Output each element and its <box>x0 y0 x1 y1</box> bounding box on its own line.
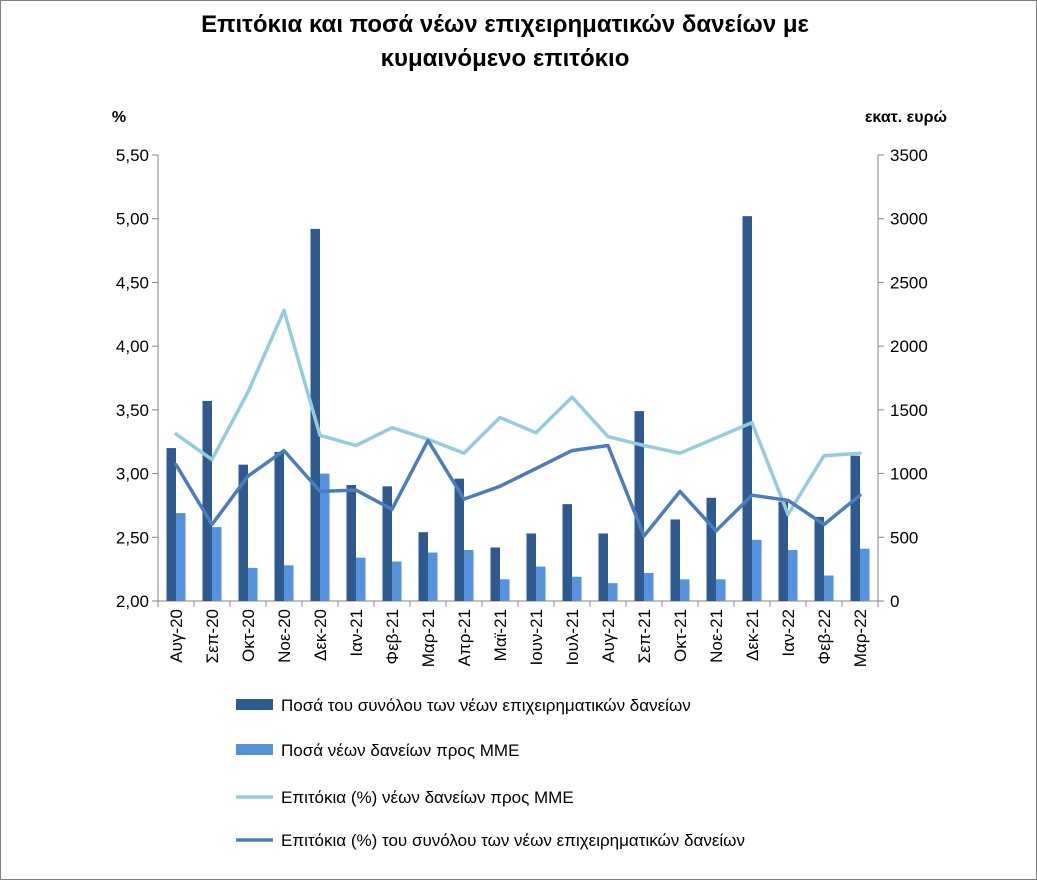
left-tick-label: 3,00 <box>116 465 149 484</box>
bar-series2 <box>500 579 510 601</box>
bar-series1 <box>274 451 284 601</box>
x-tick-label: Οκτ-21 <box>671 609 690 662</box>
bar-series2 <box>392 561 402 601</box>
x-tick-label: Σεπ-20 <box>203 609 222 663</box>
bar-series1 <box>598 533 608 601</box>
bar-series1 <box>238 464 248 601</box>
chart-title-line1: Επιτόκια και ποσά νέων επιχειρηματικών δ… <box>201 11 809 38</box>
plot-area: 2,00 2,50 3,00 3,50 4,00 4,50 5,00 5,50 0 500 1000… <box>116 146 928 667</box>
bar-series1 <box>562 504 572 601</box>
bar-series2 <box>176 513 186 601</box>
legend-label: Επιτόκια (%) νέων δανείων προς ΜΜΕ <box>281 788 574 807</box>
left-axis-unit: % <box>112 109 126 126</box>
bar-series2 <box>572 576 582 601</box>
bar-series1 <box>670 519 680 601</box>
right-tick-label: 2000 <box>890 337 928 356</box>
left-tick-label: 5,00 <box>116 210 149 229</box>
bar-series2 <box>824 575 834 601</box>
left-tick-label: 2,50 <box>116 528 149 547</box>
bar-series2 <box>608 583 618 601</box>
right-tick-label: 3000 <box>890 210 928 229</box>
legend: Ποσά του συνόλου των νέων επιχειρηματικώ… <box>236 696 745 850</box>
x-tick-label: Σεπ-21 <box>635 609 654 663</box>
legend-label: Επιτόκια (%) του συνόλου των νέων επιχει… <box>281 831 745 850</box>
right-tick-label: 2500 <box>890 273 928 292</box>
left-tick-label: 5,50 <box>116 146 149 165</box>
legend-label: Ποσά του συνόλου των νέων επιχειρηματικώ… <box>281 696 691 715</box>
x-tick-label: Δεκ-21 <box>743 609 762 661</box>
bar-series2 <box>536 566 546 601</box>
bar-series2 <box>356 557 366 601</box>
left-tick-label: 4,00 <box>116 337 149 356</box>
line-series2 <box>174 438 862 538</box>
bar-series1 <box>706 497 716 601</box>
x-tick-label: Μαρ-22 <box>851 609 870 667</box>
x-tick-label: Μαϊ-21 <box>491 609 510 661</box>
x-tick-label: Ιαν-22 <box>779 609 798 657</box>
right-tick-label: 0 <box>890 592 899 611</box>
left-tick-label: 3,50 <box>116 401 149 420</box>
left-tick-label: 4,50 <box>116 273 149 292</box>
x-tick-label: Ιουν-21 <box>527 609 546 666</box>
legend-swatch-bar <box>236 744 273 755</box>
x-tick-label: Φεβ-22 <box>815 609 834 665</box>
left-tick-label: 2,00 <box>116 592 149 611</box>
bar-series1 <box>166 448 176 601</box>
bar-series1 <box>778 501 788 601</box>
bar-series1 <box>346 485 356 601</box>
bar-series1 <box>202 400 212 601</box>
bar-series2 <box>284 565 294 601</box>
bar-series1 <box>454 478 464 601</box>
bar-series2 <box>644 572 654 601</box>
bar-series2 <box>212 527 222 601</box>
bar-series1 <box>418 532 428 601</box>
right-tick-label: 1000 <box>890 465 928 484</box>
x-tick-label: Μαρ-21 <box>419 609 438 667</box>
right-tick-label: 1500 <box>890 401 928 420</box>
line-series1 <box>174 308 862 517</box>
chart-title-line2: κυμαινόμενο επιτόκιο <box>381 45 630 72</box>
bar-series2 <box>860 548 870 601</box>
bar-series2 <box>464 550 474 601</box>
bar-series1 <box>382 486 392 601</box>
bar-series1 <box>490 547 500 601</box>
x-tick-label: Ιαν-21 <box>347 609 366 657</box>
x-tick-label: Νοε-21 <box>707 609 726 663</box>
bar-series1 <box>526 533 536 601</box>
right-tick-label: 3500 <box>890 146 928 165</box>
bar-series1 <box>814 516 824 601</box>
x-tick-label: Φεβ-21 <box>383 609 402 665</box>
bar-series2 <box>716 579 726 601</box>
bar-series1 <box>634 411 644 601</box>
bar-series2 <box>752 539 762 601</box>
x-tick-label: Δεκ-20 <box>311 609 330 661</box>
x-tick-label: Αυγ-20 <box>167 609 186 663</box>
x-tick-label: Ιουλ-21 <box>563 609 582 666</box>
x-tick-label: Οκτ-20 <box>239 609 258 662</box>
bar-series2 <box>248 567 258 601</box>
x-tick-label: Αυγ-21 <box>599 609 618 663</box>
x-tick-label: Νοε-20 <box>275 609 294 663</box>
right-axis-unit: εκατ. ευρώ <box>865 109 947 126</box>
legend-swatch-bar <box>236 699 273 710</box>
bar-series1 <box>742 216 752 601</box>
bar-series2 <box>680 579 690 601</box>
bar-series2 <box>788 550 798 601</box>
x-tick-label: Απρ-21 <box>455 609 474 666</box>
legend-label: Ποσά νέων δανείων προς ΜΜΕ <box>281 741 519 760</box>
bar-series1 <box>850 455 860 601</box>
right-tick-label: 500 <box>890 528 918 547</box>
bar-series2 <box>428 552 438 601</box>
bar-series2 <box>320 473 330 601</box>
